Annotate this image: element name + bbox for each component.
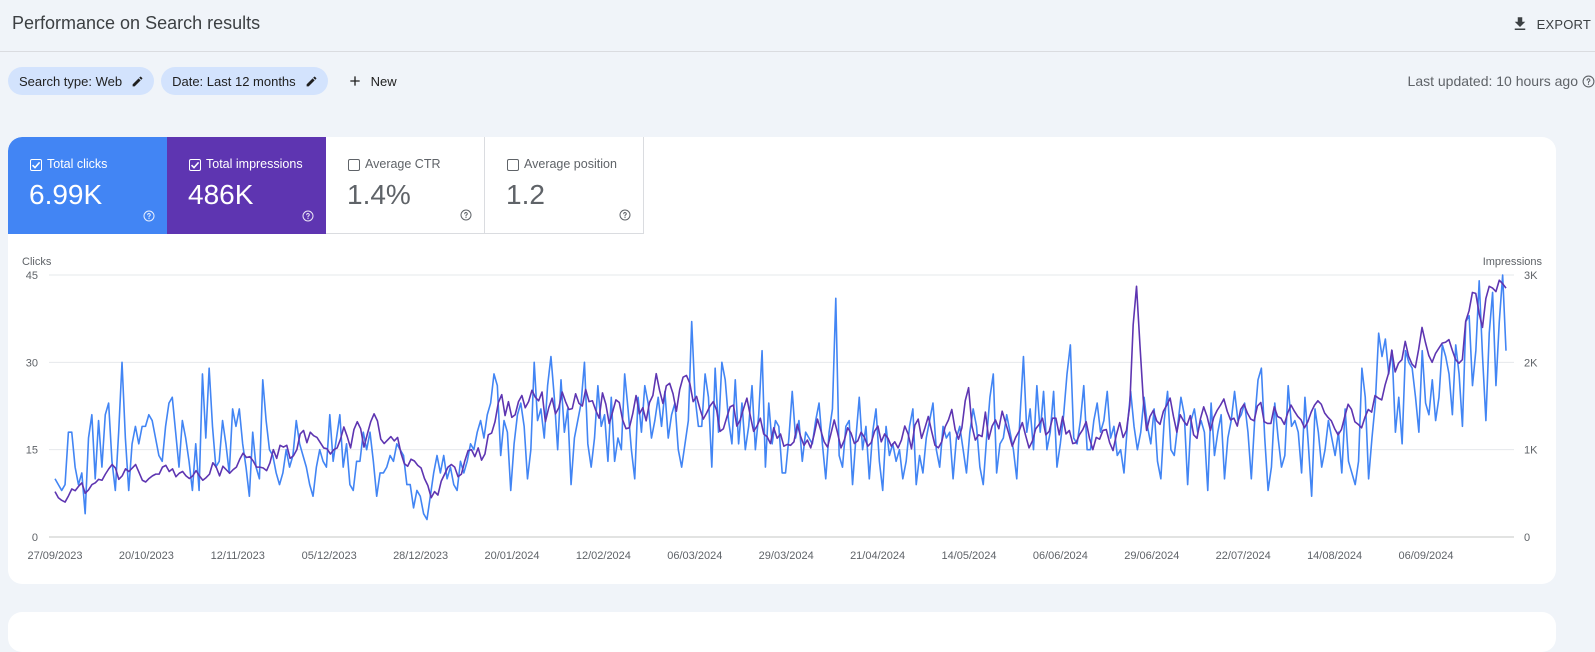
help-icon[interactable]	[143, 210, 155, 222]
last-updated-text: Last updated: 10 hours ago	[1407, 73, 1578, 89]
x-tick-label: 05/12/2023	[302, 550, 357, 562]
metric-label: Total impressions	[206, 157, 303, 171]
metric-value: 6.99K	[29, 179, 103, 210]
performance-card: Total clicks 6.99K Total impressions 486…	[8, 137, 1556, 584]
y-right-tick-label: 2K	[1524, 357, 1538, 369]
y-right-tick-label: 1K	[1524, 445, 1538, 457]
metric-average-position[interactable]: Average position 1.2	[485, 137, 644, 234]
x-tick-label: 20/01/2024	[484, 550, 539, 562]
chart-svg[interactable]: 0 0 15 1K 30 2K 45 3K Clicks Impressions 27/09/202…	[8, 247, 1556, 577]
plus-icon	[350, 76, 360, 86]
x-tick-label: 14/08/2024	[1307, 550, 1362, 562]
series-line-clicks	[54, 274, 1507, 521]
y-left-tick-label: 30	[26, 357, 38, 369]
checkbox-checked-icon[interactable]	[189, 159, 201, 171]
x-tick-label: 20/10/2023	[119, 550, 174, 562]
metric-value: 1.2	[506, 179, 545, 210]
x-tick-label: 06/03/2024	[667, 550, 722, 562]
checkbox-checked-icon[interactable]	[30, 159, 42, 171]
new-filter-button[interactable]: New	[335, 67, 407, 95]
x-tick-label: 12/02/2024	[576, 550, 631, 562]
x-tick-label: 28/12/2023	[393, 550, 448, 562]
x-tick-label: 12/11/2023	[211, 550, 265, 562]
download-icon	[1514, 17, 1525, 30]
metric-label: Average position	[524, 157, 617, 171]
x-tick-label: 27/09/2023	[27, 550, 82, 562]
metric-value: 486K	[188, 179, 254, 210]
y-right-axis-title: Impressions	[1483, 256, 1543, 268]
search-type-label: Search type: Web	[19, 73, 123, 89]
y-left-tick-label: 0	[32, 532, 38, 544]
page-header: Performance on Search results EXPORT	[0, 0, 1595, 52]
y-left-tick-label: 15	[26, 445, 38, 457]
x-tick-label: 06/06/2024	[1033, 550, 1088, 562]
date-label: Date: Last 12 months	[172, 73, 296, 89]
metric-total-clicks[interactable]: Total clicks 6.99K	[8, 137, 167, 234]
help-icon[interactable]	[302, 210, 314, 222]
series-line-impressions	[54, 279, 1507, 503]
page-title: Performance on Search results	[12, 13, 261, 33]
y-right-tick-label: 0	[1524, 532, 1530, 544]
export-label: EXPORT	[1536, 16, 1591, 32]
help-icon[interactable]	[1582, 75, 1595, 88]
details-card	[8, 612, 1556, 652]
x-tick-label: 06/09/2024	[1398, 550, 1453, 562]
edit-icon[interactable]	[131, 75, 144, 88]
new-filter-label: New	[370, 73, 397, 89]
metric-value: 1.4%	[347, 179, 411, 210]
metric-total-impressions[interactable]: Total impressions 486K	[167, 137, 326, 234]
checkbox-unchecked-icon[interactable]	[348, 159, 360, 171]
metric-label: Average CTR	[365, 157, 441, 171]
filter-bar: Search type: Web Date: Last 12 months Ne…	[8, 67, 407, 95]
y-left-tick-label: 45	[26, 270, 38, 282]
y-right-tick-label: 3K	[1524, 270, 1538, 282]
help-icon[interactable]	[619, 209, 631, 221]
help-icon[interactable]	[460, 209, 472, 221]
search-type-chip[interactable]: Search type: Web	[8, 67, 155, 95]
last-updated: Last updated: 10 hours ago	[1408, 73, 1595, 89]
performance-chart[interactable]: 0 0 15 1K 30 2K 45 3K Clicks Impressions 27/09/202…	[8, 247, 1556, 577]
x-tick-label: 21/04/2024	[850, 550, 905, 562]
x-tick-label: 22/07/2024	[1216, 550, 1271, 562]
checkbox-unchecked-icon[interactable]	[507, 159, 519, 171]
x-tick-label: 29/06/2024	[1124, 550, 1179, 562]
metric-average-ctr[interactable]: Average CTR 1.4%	[326, 137, 485, 234]
x-tick-label: 29/03/2024	[759, 550, 814, 562]
x-tick-label: 14/05/2024	[941, 550, 996, 562]
metric-tabs: Total clicks 6.99K Total impressions 486…	[8, 137, 644, 234]
y-left-axis-title: Clicks	[22, 256, 52, 268]
export-button[interactable]: EXPORT	[1511, 12, 1595, 36]
metric-label: Total clicks	[47, 157, 108, 171]
edit-icon[interactable]	[305, 75, 318, 88]
date-chip[interactable]: Date: Last 12 months	[161, 67, 328, 95]
